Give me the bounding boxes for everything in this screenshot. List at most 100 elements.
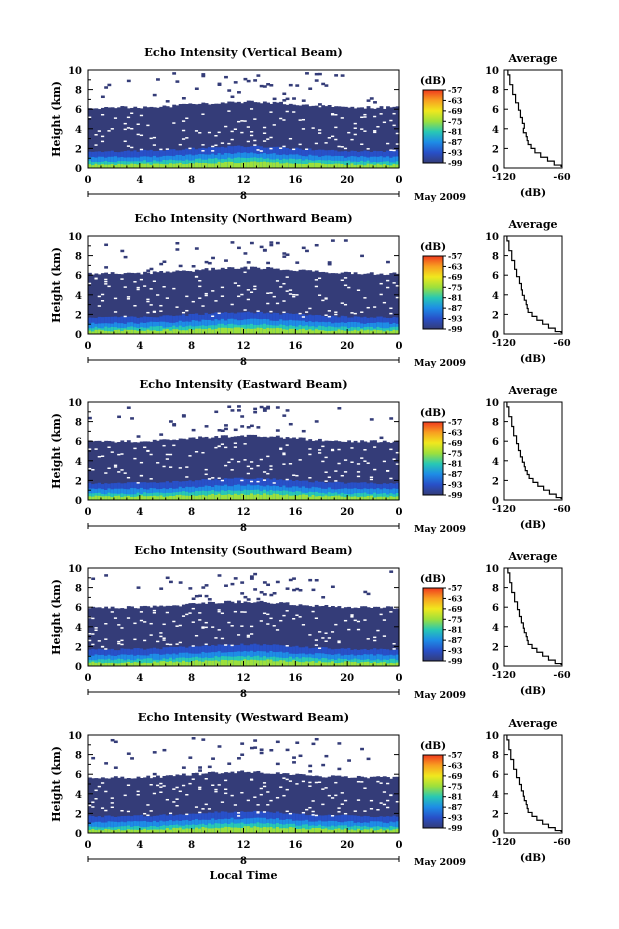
- day-label: 8: [240, 523, 247, 534]
- heatmap-cell: [175, 241, 180, 245]
- heatmap-cell: [104, 659, 109, 666]
- heatmap-cell: [246, 261, 251, 264]
- heatmap-gap: [243, 271, 247, 274]
- colorbar-tick-label: -99: [448, 823, 463, 833]
- x-tick-label: 4: [136, 840, 143, 851]
- heatmap-cell: [217, 661, 222, 666]
- heatmap-cell: [266, 405, 271, 409]
- heatmap-cell: [243, 489, 248, 500]
- heatmap-cell: [262, 827, 267, 833]
- heatmap-cell: [126, 495, 131, 500]
- heatmap-gap: [123, 794, 127, 797]
- heatmap-cell: [379, 436, 384, 440]
- y-axis-label: Height (km): [50, 746, 63, 822]
- heatmap-cell: [298, 105, 303, 168]
- heatmap-cell: [327, 776, 332, 833]
- heatmap-cell: [366, 99, 371, 102]
- heatmap-cell: [295, 271, 300, 334]
- heatmap-cell: [308, 496, 313, 500]
- heatmap-cell: [211, 828, 215, 833]
- heatmap-gap: [107, 467, 114, 470]
- heatmap-cell: [376, 274, 381, 334]
- heatmap-cell: [110, 493, 115, 500]
- heatmap-cell: [340, 662, 345, 666]
- heatmap-cell: [185, 326, 190, 334]
- heatmap-cell: [240, 425, 245, 428]
- heatmap-cell: [130, 163, 134, 168]
- heatmap-gap: [272, 124, 280, 126]
- heatmap-cell: [130, 829, 134, 833]
- heatmap-cell: [243, 162, 248, 168]
- heatmap-cell: [259, 660, 264, 666]
- heatmap-cell: [159, 829, 164, 833]
- heatmap-cell: [379, 330, 384, 334]
- heatmap-cell: [130, 417, 134, 420]
- heatmap-gap: [253, 118, 260, 120]
- heatmap-cell: [285, 494, 290, 500]
- heatmap-cell: [156, 326, 160, 334]
- heatmap-cell: [139, 659, 144, 666]
- heatmap-cell: [191, 772, 196, 833]
- heatmap-gap: [240, 791, 244, 794]
- heatmap-cell: [113, 495, 118, 500]
- heatmap-cell: [369, 663, 374, 666]
- heatmap-gap: [392, 458, 396, 460]
- heatmap-cell: [194, 594, 199, 598]
- heatmap-cell: [288, 827, 293, 833]
- heatmap-cell: [353, 825, 358, 833]
- heatmap-cell: [298, 269, 303, 334]
- heatmap-gap: [204, 473, 208, 476]
- heatmap-cell: [237, 246, 241, 250]
- heatmap-cell: [337, 329, 342, 334]
- heatmap-cell: [392, 441, 397, 500]
- heatmap-cell: [172, 495, 177, 500]
- heatmap-gap: [165, 798, 169, 801]
- heatmap-gap: [198, 788, 202, 790]
- heatmap-cell: [386, 260, 390, 264]
- heatmap-cell: [295, 605, 300, 666]
- heatmap-cell: [110, 497, 115, 500]
- heatmap-cell: [110, 738, 115, 742]
- profile-frame: [503, 567, 563, 667]
- heatmap-cell: [162, 660, 167, 666]
- heatmap-cell: [227, 600, 232, 666]
- heatmap-cell: [262, 602, 267, 666]
- heatmap-gap: [298, 616, 302, 618]
- heatmap-cell: [366, 778, 371, 833]
- heatmap-cell: [165, 160, 170, 168]
- heatmap-cell: [282, 495, 287, 500]
- heatmap-gap: [139, 134, 147, 137]
- heatmap-cell: [240, 493, 245, 500]
- heatmap-gap: [104, 648, 108, 650]
- profile-xlabel: (dB): [520, 353, 546, 365]
- heatmap-cell: [262, 660, 267, 666]
- heatmap-gap: [178, 790, 182, 793]
- heatmap-cell: [366, 496, 371, 500]
- heatmap-cell: [91, 577, 96, 581]
- heatmap-cell: [324, 440, 329, 500]
- heatmap-cell: [369, 654, 374, 666]
- heatmap-gap: [172, 122, 176, 124]
- heatmap-gap: [249, 291, 254, 294]
- heatmap-cell: [392, 658, 397, 666]
- heatmap-cell: [172, 776, 177, 833]
- heatmap-gap: [88, 633, 92, 635]
- heatmap-cell: [292, 328, 296, 334]
- heatmap-cell: [350, 442, 355, 500]
- heatmap-cell: [285, 773, 290, 833]
- heatmap-cell: [343, 776, 348, 833]
- heatmap-cell: [272, 603, 277, 666]
- heatmap-gap: [262, 471, 270, 473]
- heatmap-gap: [386, 470, 390, 472]
- y-axis-label: Height (km): [50, 247, 63, 323]
- heatmap-cell: [395, 440, 400, 500]
- heatmap-cell: [123, 329, 128, 334]
- profile-x-tick-label: -120: [492, 837, 516, 848]
- heatmap-cell: [178, 775, 183, 833]
- day-label: 8: [240, 357, 247, 368]
- heatmap-cell: [214, 772, 219, 833]
- heatmap-cell: [211, 601, 215, 666]
- heatmap-cell: [376, 496, 381, 500]
- heatmap-cell: [104, 440, 109, 500]
- heatmap-cell: [107, 496, 112, 500]
